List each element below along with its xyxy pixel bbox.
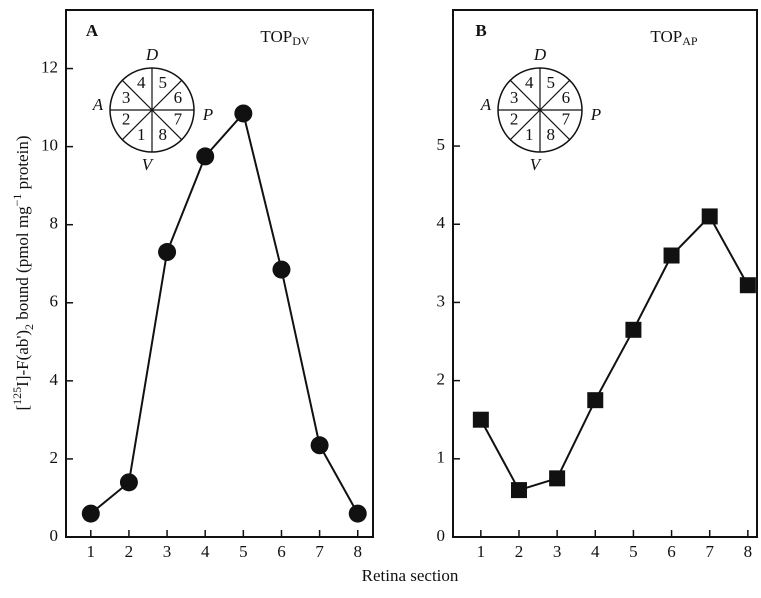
y-axis-label-part: [ — [13, 405, 32, 411]
panel-title: TOPDV — [260, 27, 309, 48]
data-point — [310, 436, 329, 455]
panel-letter: A — [86, 21, 99, 40]
retina-sector-label: 4 — [137, 73, 146, 92]
panel-title: TOPAP — [650, 27, 697, 48]
y-axis-label: [125I]-F(ab')2 bound (pmol mg−1 protein) — [10, 136, 36, 411]
y-axis-label-part: bound (pmol mg — [13, 206, 32, 324]
retina-sector-label: 5 — [158, 73, 167, 92]
y-tick-label: 6 — [50, 292, 59, 311]
data-point — [663, 247, 680, 264]
x-tick-label: 6 — [277, 542, 286, 561]
orientation-label: D — [533, 45, 547, 64]
data-point — [739, 277, 756, 294]
data-line — [90, 111, 359, 515]
x-tick-label: 5 — [629, 542, 638, 561]
orientation-label: P — [202, 105, 213, 124]
retina-sector-line — [151, 79, 183, 111]
data-point — [587, 392, 604, 409]
x-tick-label: 7 — [315, 542, 324, 561]
y-tick-label: 3 — [437, 291, 446, 310]
plot-frame — [65, 9, 374, 538]
y-tick-label: 4 — [50, 370, 59, 389]
panel-title-sub: AP — [682, 34, 698, 48]
x-tick-label: 5 — [239, 542, 248, 561]
retina-sector-label: 7 — [562, 110, 571, 129]
x-tick-label: 2 — [125, 542, 134, 561]
retina-sector-line — [539, 79, 571, 111]
y-tick-label: 12 — [41, 57, 58, 76]
retina-sector-label: 7 — [174, 110, 183, 129]
panel-title-sub: DV — [292, 34, 310, 48]
data-point — [119, 473, 138, 492]
retina-sector-label: 8 — [546, 125, 555, 144]
y-tick-label: 0 — [50, 526, 59, 545]
retina-sector-label: 1 — [137, 125, 146, 144]
y-tick-label: 1 — [437, 448, 446, 467]
data-point — [701, 208, 718, 225]
y-axis-label-part: 2 — [22, 324, 36, 330]
retina-sector-label: 5 — [546, 73, 555, 92]
retina-sector-label: 8 — [158, 125, 167, 144]
x-tick-label: 4 — [201, 542, 210, 561]
orientation-label: A — [92, 95, 104, 114]
y-tick-label: 4 — [437, 213, 446, 232]
retina-sector-label: 2 — [510, 110, 519, 129]
retina-sector-label: 4 — [525, 73, 534, 92]
y-tick-label: 2 — [437, 370, 446, 389]
y-axis-label-part: 125 — [10, 387, 24, 405]
panel-title-main: TOP — [650, 27, 682, 46]
retina-sector-label: 3 — [510, 88, 519, 107]
retina-sector-label: 6 — [562, 88, 571, 107]
retina-sector-line — [121, 109, 153, 141]
x-tick-label: 1 — [87, 542, 96, 561]
retina-sector-line — [151, 109, 183, 141]
x-tick-label: 3 — [553, 542, 562, 561]
y-tick-label: 8 — [50, 214, 59, 233]
x-tick-label: 1 — [477, 542, 486, 561]
x-tick-label: 8 — [353, 542, 362, 561]
orientation-label: V — [142, 155, 155, 174]
retina-sector-line — [121, 79, 153, 111]
retina-sector-line — [509, 79, 541, 111]
retina-sector-label: 6 — [174, 88, 183, 107]
retina-sector-line — [539, 109, 571, 141]
orientation-label: D — [145, 45, 159, 64]
x-tick-label: 3 — [163, 542, 172, 561]
x-tick-label: 2 — [515, 542, 524, 561]
x-tick-label: 6 — [667, 542, 676, 561]
data-point — [196, 147, 215, 166]
data-point — [272, 260, 291, 279]
data-point — [472, 411, 489, 428]
panel-title-main: TOP — [260, 27, 292, 46]
data-point — [348, 504, 367, 523]
orientation-label: A — [480, 95, 492, 114]
retina-sector-line — [509, 109, 541, 141]
retina-sector-label: 3 — [122, 88, 131, 107]
data-point — [158, 243, 177, 262]
orientation-label: P — [590, 105, 601, 124]
y-axis-label-part: I]-F(ab') — [13, 330, 32, 387]
y-axis-label-part: protein) — [13, 136, 32, 194]
y-tick-label: 10 — [41, 136, 58, 155]
retina-sector-label: 2 — [122, 110, 131, 129]
x-tick-label: 8 — [744, 542, 753, 561]
data-point — [510, 482, 527, 499]
panel-letter: B — [475, 21, 486, 40]
x-tick-label: 7 — [705, 542, 714, 561]
plot-frame — [452, 9, 758, 538]
orientation-label: V — [530, 155, 543, 174]
y-tick-label: 2 — [50, 448, 59, 467]
x-axis-label: Retina section — [362, 566, 459, 585]
data-point — [234, 104, 253, 123]
data-point — [549, 470, 566, 487]
data-point — [81, 504, 100, 523]
y-tick-label: 5 — [437, 135, 446, 154]
y-axis-label-part: −1 — [10, 194, 24, 207]
x-tick-label: 4 — [591, 542, 600, 561]
y-tick-label: 0 — [437, 526, 446, 545]
retina-sector-label: 1 — [525, 125, 534, 144]
data-line — [479, 214, 749, 492]
data-point — [625, 321, 642, 338]
